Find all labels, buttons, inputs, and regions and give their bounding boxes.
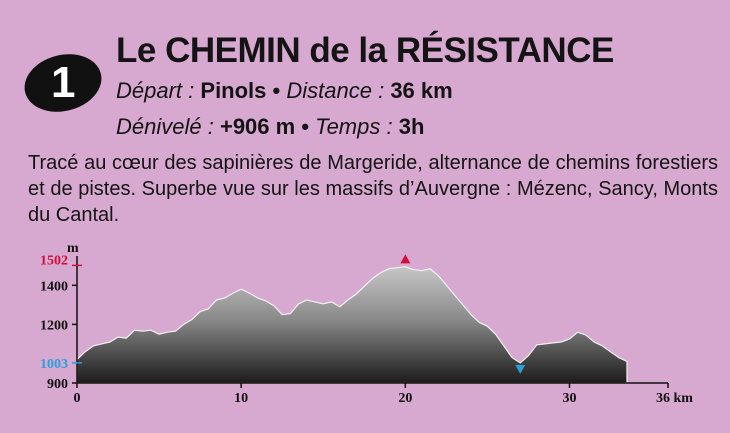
distance-label: Distance :: [286, 78, 385, 103]
temps-label: Temps :: [315, 114, 393, 139]
x-tick-label: 0: [74, 391, 81, 406]
elevation-area: [76, 266, 628, 384]
separator: •: [272, 78, 281, 103]
denivele-value: +906 m: [219, 114, 296, 139]
max-elevation-label: 1502: [40, 253, 68, 268]
summit-marker: [400, 254, 411, 264]
x-tick-label: 36 km: [656, 391, 693, 406]
depart-distance-line: Départ : Pinols • Distance : 36 km: [116, 78, 453, 104]
route-description: Tracé au cœur des sapinières de Margerid…: [28, 152, 718, 226]
route-title: Le CHEMIN de la RÉSISTANCE: [116, 31, 614, 70]
y-tick-label: 900: [47, 377, 68, 392]
low-point-marker: [515, 364, 526, 374]
x-tick-label: 30: [563, 391, 577, 406]
route-number-badge: 1: [18, 46, 108, 120]
distance-value: 36 km: [390, 78, 453, 103]
x-tick-label: 10: [234, 391, 248, 406]
elevation-profile-chart: m 900 1200 1400 0 10 20 30 36 km 1502 1003: [40, 241, 693, 406]
min-elevation-label: 1003: [40, 357, 68, 372]
x-tick-label: 20: [398, 391, 412, 406]
separator: •: [301, 114, 310, 139]
y-axis-unit-label: m: [67, 241, 79, 256]
temps-value: 3h: [398, 114, 425, 139]
y-tick-label: 1200: [40, 318, 68, 333]
denivele-label: Dénivelé :: [116, 114, 214, 139]
x-ticks: 0 10 20 30 36 km: [74, 383, 693, 406]
depart-label: Départ :: [116, 78, 195, 103]
y-tick-label: 1400: [40, 279, 68, 294]
depart-value: Pinols: [200, 78, 267, 103]
route-number: 1: [50, 58, 76, 108]
denivele-temps-line: Dénivelé : +906 m • Temps : 3h: [116, 114, 424, 140]
y-ticks: 900 1200 1400: [40, 279, 77, 392]
